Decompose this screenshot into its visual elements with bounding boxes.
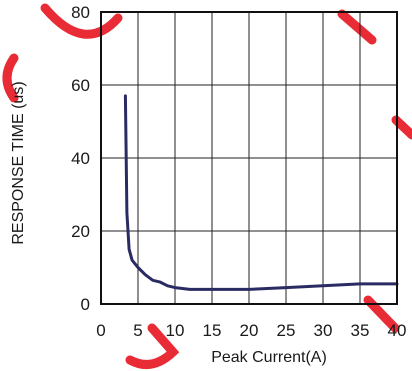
y-axis-label: RESPONSE TIME (us)	[10, 81, 27, 244]
series-layer	[123, 94, 399, 291]
grid	[100, 11, 398, 305]
x-tick-labels: 0 5 10 15 20 25 30 35 40	[96, 321, 406, 340]
x-tick-label: 35	[351, 321, 370, 340]
watermark-stroke	[391, 115, 412, 140]
x-axis-label: Peak Current(A)	[211, 349, 327, 366]
x-tick-label: 0	[96, 321, 105, 340]
y-tick-label: 20	[71, 222, 90, 241]
plot-frame	[100, 11, 398, 305]
watermark-stroke	[125, 323, 180, 369]
watermark-stroke	[2, 53, 19, 103]
y-tick-label: 40	[71, 149, 90, 168]
watermark	[2, 3, 412, 369]
y-tick-labels: 0 20 40 60 80	[71, 3, 90, 314]
x-tick-label: 25	[277, 321, 296, 340]
x-tick-label: 30	[314, 321, 333, 340]
x-tick-label: 15	[203, 321, 222, 340]
x-tick-label: 5	[133, 321, 142, 340]
y-tick-label: 80	[71, 3, 90, 22]
watermark-stroke	[40, 3, 123, 39]
series-line	[123, 94, 399, 291]
x-tick-label: 40	[388, 321, 407, 340]
x-tick-label: 20	[240, 321, 259, 340]
y-tick-label: 60	[71, 76, 90, 95]
watermark-stroke	[337, 9, 377, 45]
x-tick-label: 10	[166, 321, 185, 340]
y-tick-label: 0	[81, 295, 90, 314]
